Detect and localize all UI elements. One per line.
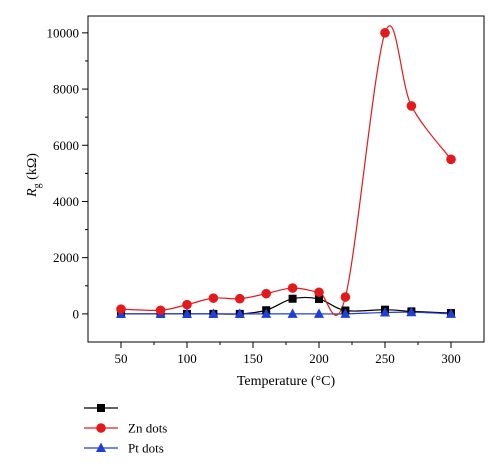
data-point-series-3 xyxy=(314,308,324,318)
data-point-series-3 xyxy=(234,308,245,318)
data-point-series-2 xyxy=(446,154,456,165)
data-point-series-3 xyxy=(446,308,456,318)
data-point-series-2 xyxy=(116,304,126,314)
y-tick-label: 10000 xyxy=(47,25,80,40)
data-point-series-2 xyxy=(182,299,192,310)
data-point-series-3 xyxy=(261,308,272,318)
data-point-series-2 xyxy=(155,305,166,316)
legend-label: Pt dots xyxy=(128,441,164,456)
data-point-series-2 xyxy=(340,292,351,302)
x-tick-label: 100 xyxy=(177,351,197,366)
data-point-series-3 xyxy=(287,308,298,318)
x-tick-label: 150 xyxy=(243,351,263,366)
y-tick-label: 6000 xyxy=(53,138,79,153)
data-point-series-1 xyxy=(288,294,297,303)
y-axis-title: Rg (kΩ) xyxy=(25,153,43,198)
y-tick-label: 8000 xyxy=(53,82,79,97)
legend-label: Zn dots xyxy=(128,421,167,436)
data-point-series-2 xyxy=(406,101,417,111)
data-point-series-3 xyxy=(182,308,192,318)
data-point-series-2 xyxy=(314,287,324,298)
legend-item-1 xyxy=(84,404,118,412)
x-tick-label: 200 xyxy=(309,351,329,366)
legend-marker xyxy=(97,404,105,412)
legend-item-3: Pt dots xyxy=(84,441,164,456)
data-point-series-3 xyxy=(406,306,417,317)
x-tick-label: 50 xyxy=(115,351,128,366)
series-line-3 xyxy=(121,311,452,315)
data-point-series-2 xyxy=(235,293,245,304)
data-point-series-3 xyxy=(340,308,351,318)
x-axis-title: Temperature (°C) xyxy=(237,374,336,389)
data-point-series-1 xyxy=(315,295,323,304)
legend-marker xyxy=(96,423,106,433)
series-line-2 xyxy=(120,25,452,316)
plot-area xyxy=(87,15,485,343)
data-point-series-3 xyxy=(380,306,390,317)
data-point-series-3 xyxy=(208,308,219,318)
y-tick-label: 2000 xyxy=(53,250,79,265)
data-point-series-2 xyxy=(287,283,298,293)
x-tick-label: 250 xyxy=(375,351,395,366)
legend-item-2: Zn dots xyxy=(84,421,167,436)
y-tick-label: 0 xyxy=(73,306,80,321)
data-point-series-2 xyxy=(380,28,390,38)
data-point-series-2 xyxy=(261,288,272,299)
y-tick-label: 4000 xyxy=(53,194,79,209)
x-tick-label: 300 xyxy=(441,351,461,366)
data-point-series-2 xyxy=(208,293,219,303)
legend-marker xyxy=(96,442,106,452)
